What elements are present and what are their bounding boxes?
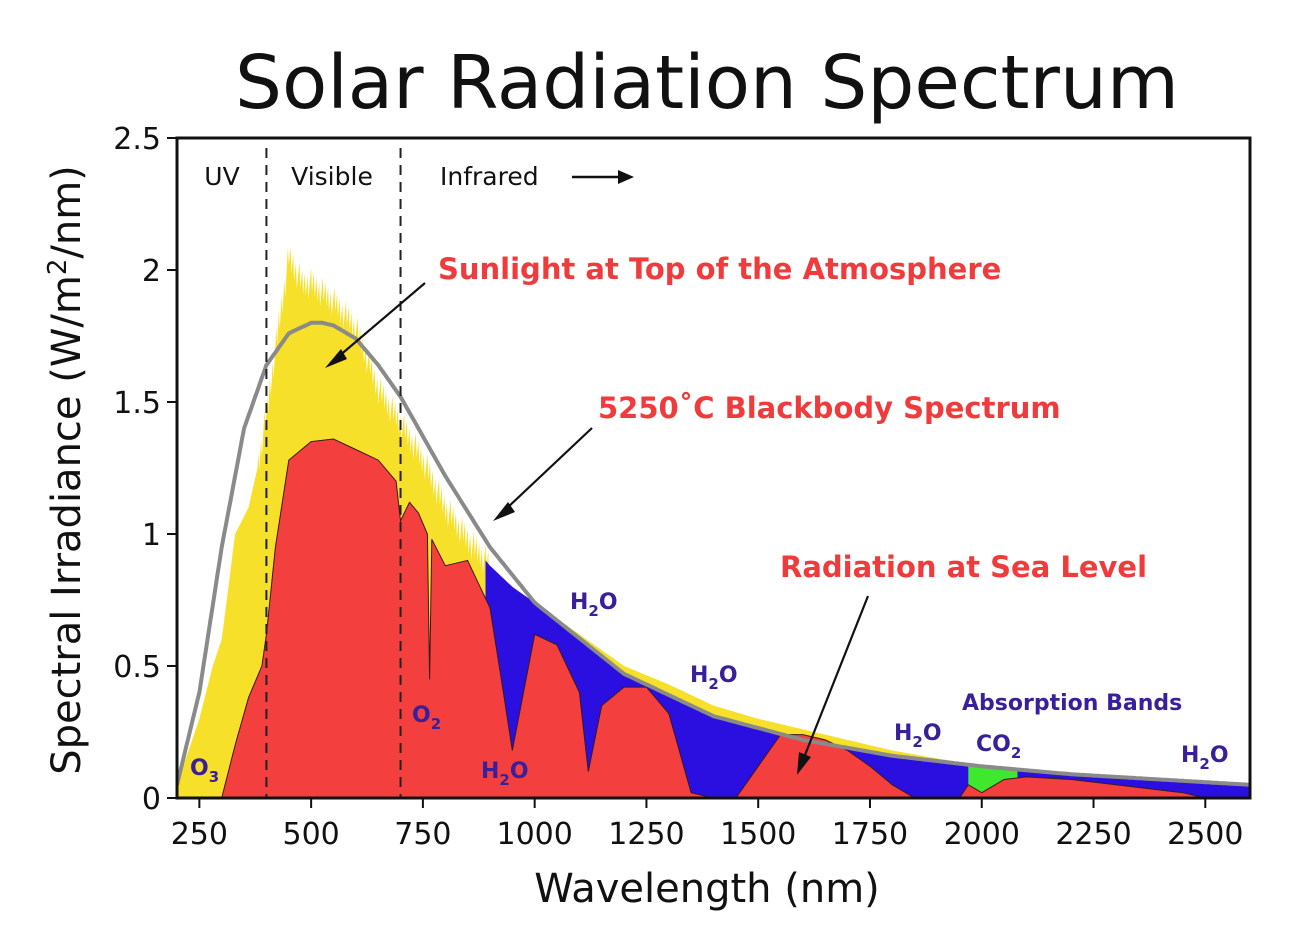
- absorption-bands-label: Absorption Bands: [962, 691, 1182, 716]
- region-label-visible: Visible: [291, 162, 373, 191]
- toa-label: Sunlight at Top of the Atmosphere: [438, 252, 1001, 286]
- x-tick-label: 1500: [720, 817, 796, 852]
- sea-level-area: [221, 438, 1206, 798]
- molecule-label-co2: CO2: [976, 732, 1021, 762]
- molecule-label-h2o-1400: H2O: [690, 663, 738, 693]
- plot-frame: [175, 136, 1252, 800]
- sea-level-label: Radiation at Sea Level: [780, 550, 1147, 584]
- x-tick-label: 500: [282, 817, 339, 852]
- y-axis-title-main: Spectral Irradiance (W/m: [44, 275, 90, 775]
- absorption-band-h2o-area: [485, 560, 1250, 798]
- x-tick-label: 250: [171, 817, 228, 852]
- molecule-label-o2: O2: [412, 703, 441, 733]
- region-label-infrared: Infrared: [440, 162, 539, 191]
- molecule-label-o3: O3: [190, 756, 219, 786]
- y-tick-label: 2.5: [113, 122, 161, 157]
- chart-title: Solar Radiation Spectrum: [235, 40, 1179, 126]
- x-axis-title: Wavelength (nm): [534, 866, 880, 912]
- molecule-label-h2o-1100: H2O: [570, 590, 618, 620]
- y-tick-label: 1.5: [113, 386, 161, 421]
- molecule-label-h2o-1900: H2O: [894, 721, 942, 751]
- x-axis-ticks: 250 500 750 1000 1250 1500 1750 2000 2250 2500: [171, 798, 1243, 852]
- blackbody-pointer-arrow-icon: [493, 427, 593, 521]
- x-tick-label: 2250: [1055, 817, 1131, 852]
- y-tick-label: 1: [142, 518, 161, 553]
- y-axis-title-end: /nm): [44, 165, 90, 258]
- y-tick-label: 0: [142, 782, 161, 817]
- plot-area: [177, 247, 1250, 798]
- molecule-label-h2o-2600: H2O: [1181, 743, 1229, 773]
- y-axis-title: Spectral Irradiance (W/m2/nm): [43, 165, 90, 775]
- infrared-arrow-icon: [572, 170, 634, 184]
- x-tick-label: 1750: [832, 817, 908, 852]
- x-tick-label: 2500: [1167, 817, 1243, 852]
- y-tick-label: 0.5: [113, 650, 161, 685]
- molecule-label-h2o-950: H2O: [481, 759, 529, 789]
- y-tick-label: 2: [142, 254, 161, 289]
- region-label-uv: UV: [204, 162, 239, 191]
- x-tick-label: 2000: [944, 817, 1020, 852]
- y-axis-ticks: 0 0.5 1 1.5 2 2.5: [113, 122, 177, 817]
- x-tick-label: 1250: [608, 817, 684, 852]
- x-tick-label: 1000: [496, 817, 572, 852]
- y-axis-title-sup: 2: [43, 259, 73, 276]
- toa-pointer-arrow-icon: [325, 282, 426, 368]
- blackbody-curve: [177, 320, 1250, 787]
- sea-level-pointer-arrow-icon: [797, 595, 870, 775]
- x-tick-label: 750: [394, 817, 451, 852]
- blackbody-label: 5250˚C Blackbody Spectrum: [598, 391, 1061, 425]
